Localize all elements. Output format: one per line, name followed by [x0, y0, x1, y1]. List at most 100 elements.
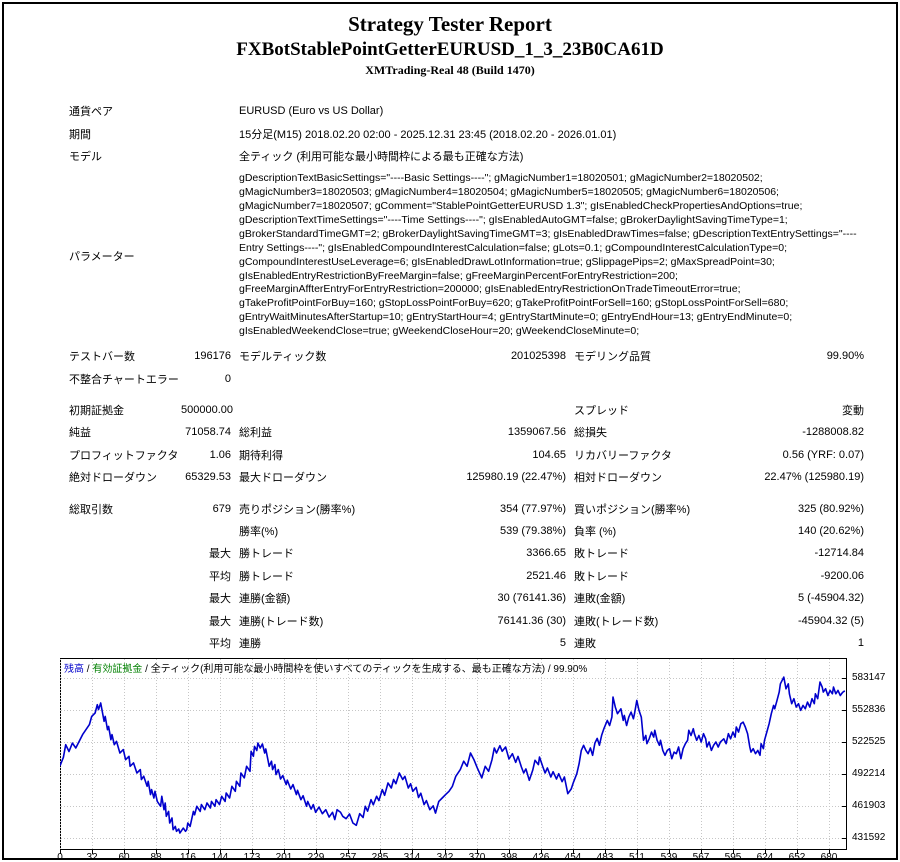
- row-value: 201025398: [510, 350, 566, 363]
- chart-legend: 残高 / 有効証拠金 / 全ティック(利用可能な最小時間枠を使いすべてのティック…: [64, 660, 587, 675]
- row-label: 不整合チャートエラー: [69, 373, 179, 386]
- server-build: XMTrading-Real 48 (Build 1470): [365, 63, 535, 77]
- row-value: 変動: [842, 405, 864, 418]
- legend-separator: /: [84, 664, 93, 675]
- row-value: 539 (79.38%): [499, 524, 566, 537]
- row-value: -12714.84: [814, 547, 864, 560]
- y-tick-label: 461903: [852, 800, 886, 811]
- legend-separator: /: [142, 664, 151, 675]
- x-tick-label: 539: [660, 852, 678, 860]
- row-label: 相対ドローダウン: [574, 472, 662, 485]
- row-label: スプレッド: [574, 405, 629, 418]
- parameter-line: gEntryWaitMinutesAfterStartup=10; gEntry…: [239, 311, 793, 324]
- row-label: 総利益: [239, 427, 272, 440]
- table-row: 初期証拠金 500000.00 スプレッド 変動: [69, 399, 864, 421]
- row-label: 期間: [69, 128, 91, 141]
- row-value: 0.56 (YRF: 0.07): [782, 448, 864, 461]
- x-tick-label: 116: [180, 852, 196, 860]
- parameter-line: gIsEnabledWeekendClose=true; gWeekendClo…: [239, 325, 640, 338]
- x-tick-label: 173: [243, 852, 261, 860]
- plot-border: [60, 658, 847, 850]
- table-row: 期間 15分足(M15) 2018.02.20 02:00 - 2025.12.3…: [69, 122, 864, 144]
- parameter-line: gMagicNumber7=18020507; gComment="Stable…: [239, 199, 803, 212]
- x-tick-label: 229: [307, 852, 325, 860]
- row-label: 連勝(金額): [239, 593, 291, 606]
- parameter-line: gBrokerStandardTimeGMT=2; gBrokerDayligh…: [239, 227, 857, 240]
- x-tick-label: 398: [500, 852, 518, 860]
- table-row: 総取引数 679 売りポジション(勝率%) 354 (77.97%) 買いポジション(勝…: [69, 497, 864, 519]
- row-label: パラメーター: [69, 250, 135, 263]
- row-label: 最大ドローダウン: [239, 472, 327, 485]
- row-value: EURUSD (Euro vs US Dollar): [239, 105, 384, 118]
- x-tick-label: 483: [596, 852, 614, 860]
- row-label: モデル: [69, 150, 102, 163]
- row-label: 期待利得: [239, 449, 283, 462]
- row-label: 敗トレード: [574, 570, 629, 583]
- row-label: 純益: [69, 427, 91, 440]
- table-row: モデル 全ティック (利用可能な最小時間枠による最も正確な方法): [69, 145, 864, 167]
- row-qualifier: 65329.53: [185, 471, 231, 484]
- row-qualifier: 1.06: [209, 448, 231, 461]
- x-tick-label: 595: [724, 852, 742, 860]
- x-tick-label: 314: [403, 852, 421, 860]
- row-label: 買いポジション(勝率%): [574, 503, 691, 516]
- row-value: 30 (76141.36): [497, 592, 567, 605]
- row-qualifier: 最大: [209, 593, 231, 606]
- parameters-text: gDescriptionTextBasicSettings="----Basic…: [231, 172, 864, 339]
- row-value: 5: [559, 636, 566, 649]
- row-value: 5 (-45904.32): [797, 592, 864, 605]
- row-value: 140 (20.62%): [797, 524, 864, 537]
- row-value: 2521.46: [526, 569, 566, 582]
- row-label: 勝率(%): [239, 525, 279, 538]
- row-value: -1288008.82: [802, 426, 864, 439]
- report-header: Strategy Tester Report FXBotStablePointG…: [4, 12, 896, 78]
- row-value: 76141.36 (30): [497, 614, 567, 627]
- row-value: 125980.19 (22.47%): [466, 471, 566, 484]
- x-tick-label: 370: [468, 852, 486, 860]
- report-table: 通貨ペア EURUSD (Euro vs US Dollar) 期間 15分足(M15…: [69, 100, 864, 654]
- row-qualifier: 71058.74: [185, 426, 231, 439]
- row-qualifier: 平均: [209, 637, 231, 650]
- x-tick-label: 0: [57, 852, 63, 860]
- row-label: 負率 (%): [574, 525, 617, 538]
- table-row: 絶対ドローダウン 65329.53 最大ドローダウン 125980.19 (22.47…: [69, 466, 864, 488]
- x-tick-label: 652: [788, 852, 806, 860]
- row-label: 通貨ペア: [69, 106, 113, 119]
- row-value: 325 (80.92%): [797, 502, 864, 515]
- table-row: 最大 連勝(金額) 30 (76141.36) 連敗(金額) 5 (-45904.32): [69, 587, 864, 609]
- parameter-line: gDescriptionTextTimeSettings="----Time S…: [239, 213, 788, 226]
- x-tick-label: 342: [436, 852, 454, 860]
- legend-item: 有効証拠金: [92, 664, 143, 675]
- row-value: 15分足(M15) 2018.02.20 02:00 - 2025.12.31 …: [239, 128, 617, 141]
- x-tick-label: 567: [692, 852, 710, 860]
- x-tick-label: 511: [629, 852, 645, 860]
- y-tick-label: 431592: [852, 832, 886, 843]
- ea-name: FXBotStablePointGetterEURUSD_1_3_23B0CA6…: [236, 39, 664, 60]
- row-label: 勝トレード: [239, 548, 294, 561]
- table-row: 最大 連勝(トレード数) 76141.36 (30) 連敗(トレード数) -45904.…: [69, 609, 864, 631]
- table-row: 最大 勝トレード 3366.65 敗トレード -12714.84: [69, 542, 864, 564]
- row-qualifier: 500000.00: [181, 404, 233, 417]
- row-label: テストバー数: [69, 351, 135, 364]
- row-label: 敗トレード: [574, 548, 629, 561]
- y-tick-label: 522525: [852, 736, 886, 747]
- chart-x-axis-labels: 0 32 60 88 116 144 173 201 229 257 285 314 342 370 398…: [57, 852, 850, 860]
- parameter-line: Entry Settings----"; gIsEnabledCompoundI…: [239, 241, 787, 254]
- parameter-line: gCompoundInterestUseLeverage=6; gIsEnabl…: [239, 255, 775, 268]
- table-row: 不整合チャートエラー 0: [69, 367, 864, 389]
- parameter-line: gFreeMarginAffterEntryForEntryRestrictio…: [239, 283, 741, 296]
- table-row: 平均 勝トレード 2521.46 敗トレード -9200.06: [69, 565, 864, 587]
- table-row: テストバー数 196176 モデルティック数 201025398 モデリング品質 99.9…: [69, 345, 864, 367]
- x-tick-label: 32: [86, 852, 98, 860]
- legend-item: 残高: [64, 664, 84, 675]
- table-row: 平均 連勝 5 連敗 1: [69, 632, 864, 654]
- row-label: 勝トレード: [239, 570, 294, 583]
- row-value: 104.65: [532, 448, 566, 461]
- x-tick-label: 60: [118, 852, 130, 860]
- x-tick-label: 624: [756, 852, 774, 860]
- equity-chart: 残高 / 有効証拠金 / 全ティック(利用可能な最小時間枠を使いすべてのティック…: [57, 658, 896, 860]
- row-value: 1: [857, 636, 864, 649]
- x-tick-label: 257: [339, 852, 357, 860]
- row-value: 3366.65: [526, 547, 566, 560]
- table-row: プロフィットファクタ 1.06 期待利得 104.65 リカバリーファクタ 0.56 (Y…: [69, 444, 864, 466]
